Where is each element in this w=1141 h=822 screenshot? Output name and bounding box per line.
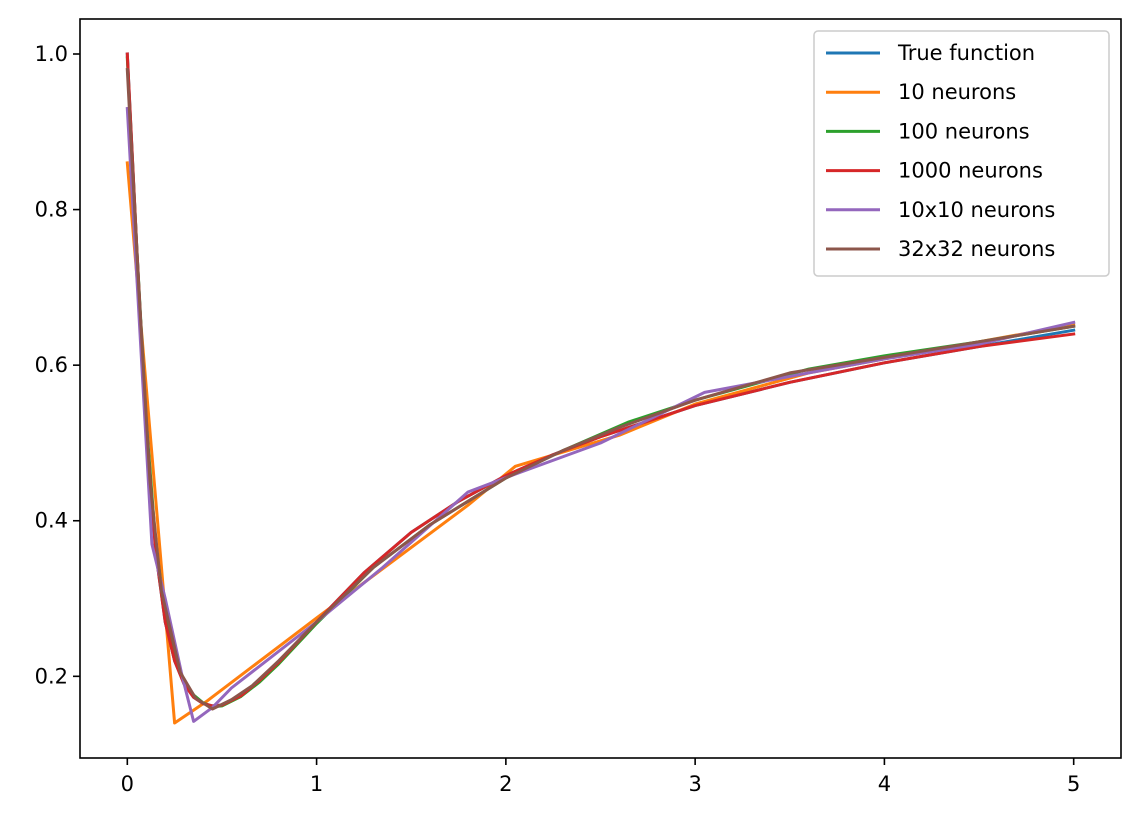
series-line-32x32-neurons (125, 68, 1076, 711)
legend-label-100-neurons: 100 neurons (898, 119, 1030, 143)
series-layer (125, 52, 1076, 725)
legend-label-32x32-neurons: 32x32 neurons (898, 237, 1055, 261)
x-tick-label: 5 (1067, 772, 1080, 796)
x-tick-label: 0 (121, 772, 134, 796)
legend-label-1000-neurons: 1000 neurons (898, 159, 1043, 183)
x-tick-label: 2 (499, 772, 512, 796)
y-tick-label: 0.6 (35, 353, 68, 377)
legend-label-10x10-neurons: 10x10 neurons (898, 198, 1055, 222)
x-tick-label: 3 (688, 772, 701, 796)
legend-frame (813, 30, 1110, 277)
legend-label-true-function: True function (897, 41, 1035, 65)
legend-label-10-neurons: 10 neurons (898, 80, 1016, 104)
x-axis: 0 1 2 3 4 5 (121, 758, 1080, 796)
legend: True function 10 neurons 100 neurons 1000 n… (813, 30, 1110, 277)
y-axis: 0.2 0.4 0.6 0.8 1.0 (35, 42, 80, 688)
plot-frame (79, 18, 1122, 759)
y-tick-label: 0.8 (35, 198, 68, 222)
y-tick-label: 1.0 (35, 42, 68, 66)
x-tick-label: 4 (878, 772, 891, 796)
y-tick-label: 0.4 (35, 509, 68, 533)
x-tick-label: 1 (310, 772, 323, 796)
y-tick-label: 0.2 (35, 664, 68, 688)
legend-items: True function 10 neurons 100 neurons 1000 n… (826, 41, 1055, 261)
